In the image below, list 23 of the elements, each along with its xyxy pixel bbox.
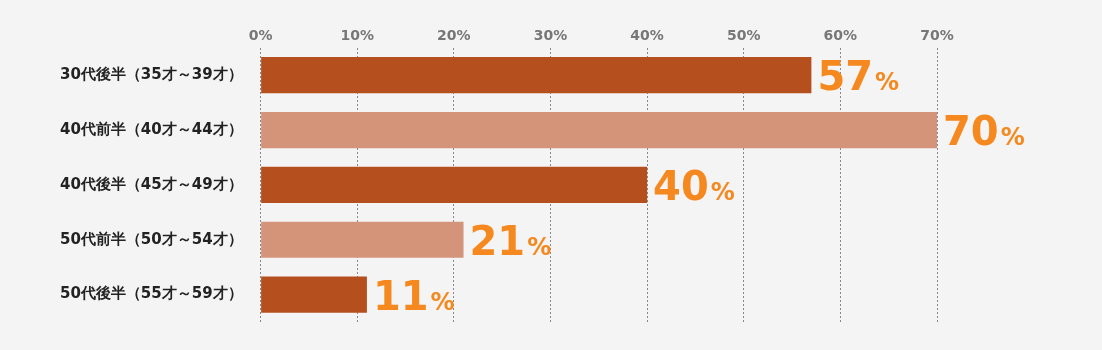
bar xyxy=(261,221,464,258)
x-tick-label: 60% xyxy=(823,27,858,44)
bar xyxy=(261,111,937,149)
bar xyxy=(261,57,812,94)
x-tick-label: 20% xyxy=(437,27,471,44)
y-tick-label: 40代前半（40才～44才） xyxy=(60,119,243,138)
x-tick-label: 50% xyxy=(726,27,761,44)
x-tick-label: 40% xyxy=(630,27,664,44)
y-tick-label: 40代後半（45才～49才） xyxy=(60,174,243,193)
bar xyxy=(261,276,367,313)
y-tick-label: 50代後半（55才～59才） xyxy=(60,284,243,303)
data-label: 11% xyxy=(372,272,455,319)
bar xyxy=(261,166,648,203)
data-label: 57% xyxy=(817,53,900,100)
x-tick-label: 10% xyxy=(340,27,375,44)
data-label: 40% xyxy=(653,162,735,209)
y-tick-label: 50代前半（50才～54才） xyxy=(60,229,243,248)
x-tick-label: 0% xyxy=(248,27,273,44)
x-tick-label: 30% xyxy=(533,27,568,44)
y-tick-label: 30代後半（35才～39才） xyxy=(60,65,243,84)
data-label: 70% xyxy=(943,108,1025,155)
x-tick-label: 70% xyxy=(920,27,954,44)
data-label: 21% xyxy=(469,217,552,264)
